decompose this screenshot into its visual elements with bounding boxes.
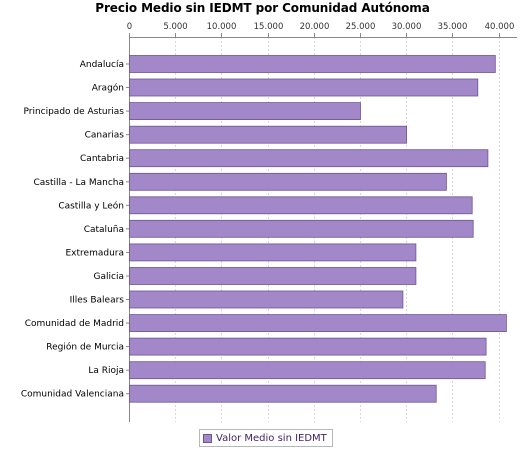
x-tick-label: 40.000 — [485, 22, 515, 32]
bar — [129, 196, 473, 215]
category-label: Comunidad de Madrid — [25, 319, 124, 329]
bar — [129, 55, 496, 73]
bar — [129, 243, 417, 262]
x-tick-label: 5.000 — [163, 22, 187, 32]
category-label: Galicia — [94, 272, 124, 282]
category-label: La Rioja — [88, 366, 124, 376]
category-label: Aragón — [92, 83, 124, 94]
category-label: Canarias — [85, 131, 125, 141]
bar — [129, 337, 487, 356]
category-label: Principado de Asturias — [23, 107, 124, 117]
category-label: Región de Murcia — [46, 342, 124, 353]
x-tick-label: 20.000 — [300, 22, 330, 32]
chart-title: Precio Medio sin IEDMT por Comunidad Aut… — [95, 1, 430, 15]
category-label: Cataluña — [84, 225, 124, 235]
bar — [129, 290, 404, 309]
x-tick-label: 0 — [127, 22, 132, 32]
category-label: Cantabria — [80, 154, 124, 164]
bar — [129, 149, 489, 168]
x-tick-label: 15.000 — [254, 22, 284, 32]
bar — [129, 361, 486, 380]
category-label: Castilla - La Mancha — [33, 178, 124, 188]
x-tick-label: 30.000 — [392, 22, 422, 32]
bar — [129, 314, 507, 333]
category-label: Comunidad Valenciana — [21, 390, 124, 400]
legend: Valor Medio sin IEDMT — [199, 429, 333, 447]
bar — [129, 172, 447, 191]
bar — [129, 384, 437, 403]
x-tick-label: 25.000 — [346, 22, 376, 32]
legend-swatch — [203, 433, 212, 443]
x-tick-label: 35.000 — [438, 22, 468, 32]
bar — [129, 102, 361, 120]
category-label: Illes Balears — [70, 296, 125, 306]
bar — [129, 78, 479, 97]
x-tick-label: 10.000 — [207, 22, 237, 32]
bar — [129, 219, 474, 238]
category-label: Extremadura — [66, 248, 125, 258]
category-label: Castilla y León — [58, 200, 124, 211]
bar — [129, 125, 408, 144]
bar — [129, 267, 417, 285]
legend-label: Valor Medio sin IEDMT — [216, 432, 327, 444]
category-label: Andalucía — [80, 60, 124, 70]
